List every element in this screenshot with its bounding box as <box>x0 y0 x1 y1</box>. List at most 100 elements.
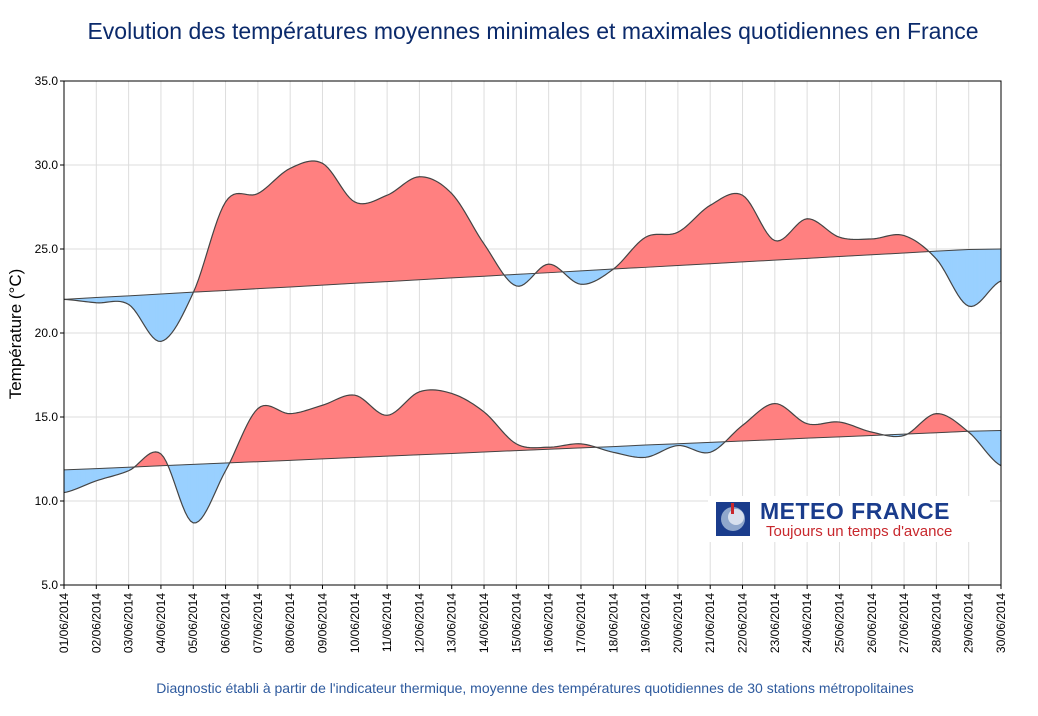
anomaly-fill-min <box>747 417 751 442</box>
anomaly-fill-min <box>287 413 291 461</box>
anomaly-fill-max <box>271 180 275 289</box>
anomaly-fill-max <box>413 176 418 281</box>
x-tick-label: 16/06/2014 <box>542 593 556 653</box>
anomaly-fill-min <box>262 405 267 462</box>
anomaly-fill-max <box>650 234 654 268</box>
anomaly-fill-max <box>989 248 994 291</box>
anomaly-fill-min <box>992 430 996 463</box>
anomaly-fill-min <box>769 403 773 441</box>
anomaly-fill-min <box>828 421 832 438</box>
anomaly-fill-min <box>435 389 439 455</box>
anomaly-fill-max <box>653 234 657 268</box>
anomaly-fill-min <box>849 424 854 437</box>
anomaly-fill-max <box>435 180 439 280</box>
anomaly-fill-max <box>911 238 916 253</box>
anomaly-fill-max <box>758 218 762 262</box>
x-tick-label: 13/06/2014 <box>445 593 459 653</box>
anomaly-fill-max <box>898 234 902 254</box>
anomaly-fill-max <box>306 160 310 287</box>
anomaly-fill-min <box>362 398 366 458</box>
anomaly-fill-max <box>464 211 469 278</box>
anomaly-fill-max <box>114 296 119 302</box>
x-tick-label: 06/06/2014 <box>219 593 233 653</box>
anomaly-fill-min <box>101 467 105 480</box>
anomaly-fill-max <box>752 208 757 262</box>
anomaly-fill-min <box>930 413 934 434</box>
anomaly-fill-max <box>416 176 420 281</box>
anomaly-fill-min <box>946 415 951 433</box>
anomaly-fill-max <box>984 248 988 298</box>
anomaly-fill-min <box>354 394 358 458</box>
anomaly-fill-max <box>437 181 442 279</box>
anomaly-fill-min <box>836 421 840 438</box>
anomaly-fill-min <box>481 409 485 453</box>
anomaly-fill-max <box>963 249 967 306</box>
anomaly-fill-min <box>801 420 805 439</box>
anomaly-fill-min <box>790 411 794 440</box>
anomaly-fill-min <box>987 430 991 458</box>
anomaly-fill-max <box>432 179 436 280</box>
anomaly-fill-max <box>785 233 789 260</box>
anomaly-fill-max <box>284 169 288 288</box>
x-axis: 01/06/2014 02/06/2014 03/06/2014 04/06/2014… <box>57 585 1008 653</box>
anomaly-fill-min <box>742 422 746 442</box>
anomaly-fill-min <box>647 444 652 458</box>
x-tick-label: 12/06/2014 <box>412 593 426 653</box>
anomaly-fill-max <box>661 234 665 267</box>
anomaly-fill-min <box>281 411 286 461</box>
y-tick-label: 10.0 <box>35 494 59 508</box>
anomaly-fill-max <box>723 195 727 264</box>
anomaly-fill-max <box>373 199 377 283</box>
anomaly-fill-max <box>691 218 695 266</box>
anomaly-fill-max <box>411 177 415 281</box>
anomaly-fill-max <box>782 236 786 260</box>
anomaly-fill-max <box>720 196 724 264</box>
anomaly-fill-min <box>852 425 856 437</box>
anomaly-fill-min <box>820 423 824 438</box>
anomaly-fill-min <box>206 463 210 511</box>
anomaly-fill-max <box>168 293 173 338</box>
anomaly-fill-min <box>295 412 299 461</box>
anomaly-fill-max <box>806 218 811 259</box>
anomaly-fill-max <box>822 225 827 258</box>
anomaly-fill-max <box>475 230 479 277</box>
anomaly-fill-max <box>214 219 218 292</box>
anomaly-fill-max <box>868 238 873 256</box>
anomaly-fill-max <box>545 263 549 274</box>
anomaly-fill-min <box>90 468 94 484</box>
anomaly-fill-max <box>332 173 337 285</box>
anomaly-fill-max <box>400 183 404 282</box>
anomaly-fill-min <box>456 394 461 454</box>
anomaly-fill-min <box>766 404 770 441</box>
anomaly-fill-max <box>376 198 380 283</box>
x-tick-label: 21/06/2014 <box>703 593 717 653</box>
anomaly-fill-max <box>871 238 875 256</box>
anomaly-fill-min <box>642 444 646 458</box>
anomaly-fill-min <box>704 442 708 454</box>
anomaly-fill-max <box>693 215 698 265</box>
anomaly-fill-min <box>928 414 932 434</box>
anomaly-fill-min <box>774 403 778 440</box>
anomaly-fill-max <box>238 193 243 291</box>
anomaly-fill-max <box>330 170 334 285</box>
anomaly-fill-max <box>588 269 593 284</box>
anomaly-fill-min <box>637 444 641 458</box>
anomaly-fill-max <box>704 206 708 265</box>
anomaly-fill-max <box>249 194 253 290</box>
anomaly-fill-max <box>717 198 722 264</box>
anomaly-fill-max <box>847 238 851 257</box>
anomaly-fill-min <box>381 413 385 457</box>
anomaly-fill-max <box>155 293 159 342</box>
anomaly-fill-max <box>817 221 821 259</box>
anomaly-fill-min <box>761 406 765 441</box>
anomaly-fill-max <box>260 189 264 289</box>
anomaly-fill-max <box>844 238 848 257</box>
meteo-france-emblem-icon <box>716 502 750 536</box>
anomaly-fill-min <box>707 442 711 454</box>
anomaly-fill-min <box>284 412 288 461</box>
anomaly-fill-min <box>198 463 202 523</box>
anomaly-fill-max <box>981 248 986 301</box>
anomaly-fill-max <box>163 293 167 342</box>
anomaly-fill-min <box>349 394 353 459</box>
anomaly-fill-max <box>319 161 323 286</box>
